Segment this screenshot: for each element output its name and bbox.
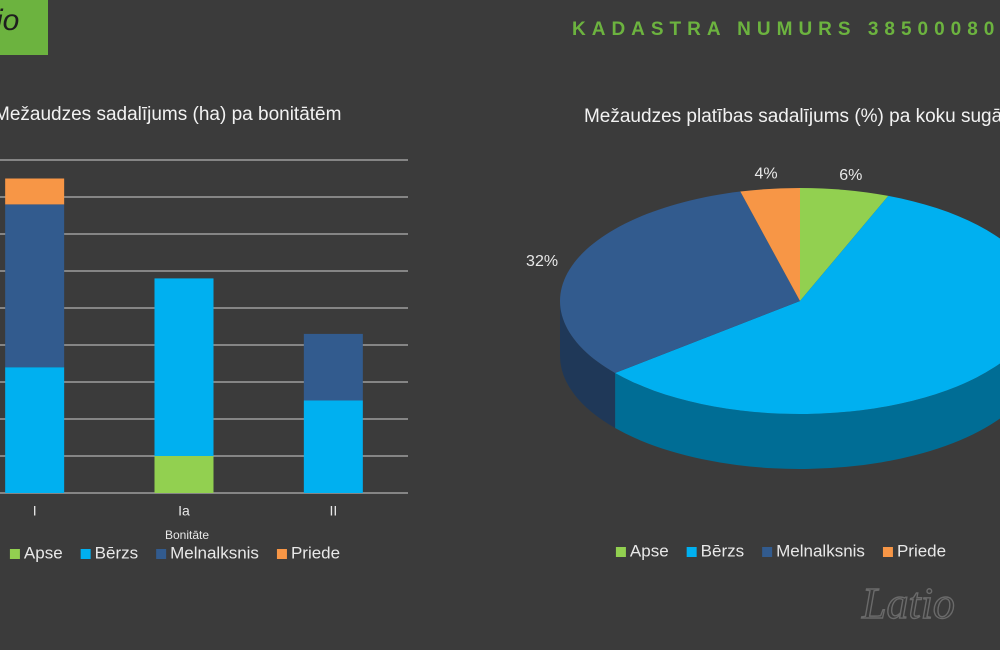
watermark: Latio <box>861 579 955 628</box>
slice-side <box>560 301 616 429</box>
bar-title: Mežaudzes sadalījums (ha) pa bonitātēm <box>0 104 342 125</box>
data-label: 4% <box>754 166 777 183</box>
slice <box>560 191 800 374</box>
legend-swatch <box>9 549 20 559</box>
legend-swatch <box>156 549 167 559</box>
pie-title: Mežaudzes platības sadalījums (%) pa kok… <box>583 106 1000 127</box>
slice-side <box>615 363 1000 469</box>
legend-label: Melnalksnis <box>170 543 259 562</box>
logo: io <box>0 4 19 37</box>
bar-segment <box>5 204 65 368</box>
bar-segment <box>5 367 65 493</box>
legend-label: Priede <box>291 543 340 562</box>
legend-label: Priede <box>897 541 946 560</box>
bar-segment <box>154 278 214 456</box>
legend-label: Bērzs <box>701 541 744 560</box>
legend-swatch <box>276 549 287 559</box>
legend-swatch <box>762 547 773 557</box>
bar-segment <box>5 178 65 205</box>
bar-segment <box>303 400 363 493</box>
slice <box>615 195 1000 414</box>
x-tick-label: I <box>33 503 37 519</box>
legend-label: Apse <box>630 541 669 560</box>
legend-label: Melnalksnis <box>776 541 865 560</box>
legend-swatch <box>80 549 91 559</box>
legend-label: Apse <box>24 543 63 562</box>
bar-segment <box>154 456 214 493</box>
slice <box>740 188 800 301</box>
legend-swatch <box>615 547 626 557</box>
bar-segment <box>303 333 363 401</box>
data-label: 6% <box>839 167 862 184</box>
x-tick-label: II <box>329 503 337 519</box>
legend-swatch <box>882 547 893 557</box>
slice <box>800 188 889 301</box>
legend-swatch <box>686 547 697 557</box>
x-axis-label: Bonitāte <box>165 528 209 542</box>
logo-box <box>0 0 48 55</box>
data-label: 32% <box>526 253 558 270</box>
header-title: KADASTRA NUMURS 38500080 <box>572 19 1000 40</box>
legend-label: Bērzs <box>95 543 138 562</box>
x-tick-label: Ia <box>178 503 190 519</box>
